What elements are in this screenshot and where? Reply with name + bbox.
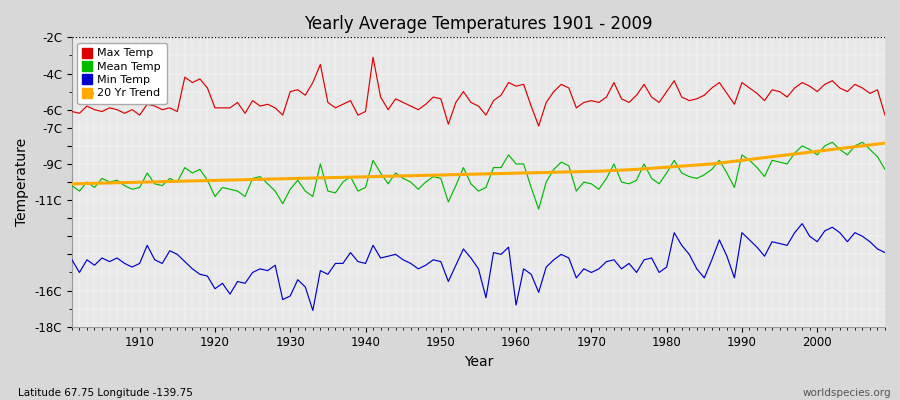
Legend: Max Temp, Mean Temp, Min Temp, 20 Yr Trend: Max Temp, Mean Temp, Min Temp, 20 Yr Tre… [77, 43, 166, 104]
Text: Latitude 67.75 Longitude -139.75: Latitude 67.75 Longitude -139.75 [18, 388, 193, 398]
Title: Yearly Average Temperatures 1901 - 2009: Yearly Average Temperatures 1901 - 2009 [304, 15, 652, 33]
Y-axis label: Temperature: Temperature [15, 138, 29, 226]
Text: worldspecies.org: worldspecies.org [803, 388, 891, 398]
X-axis label: Year: Year [464, 355, 493, 369]
